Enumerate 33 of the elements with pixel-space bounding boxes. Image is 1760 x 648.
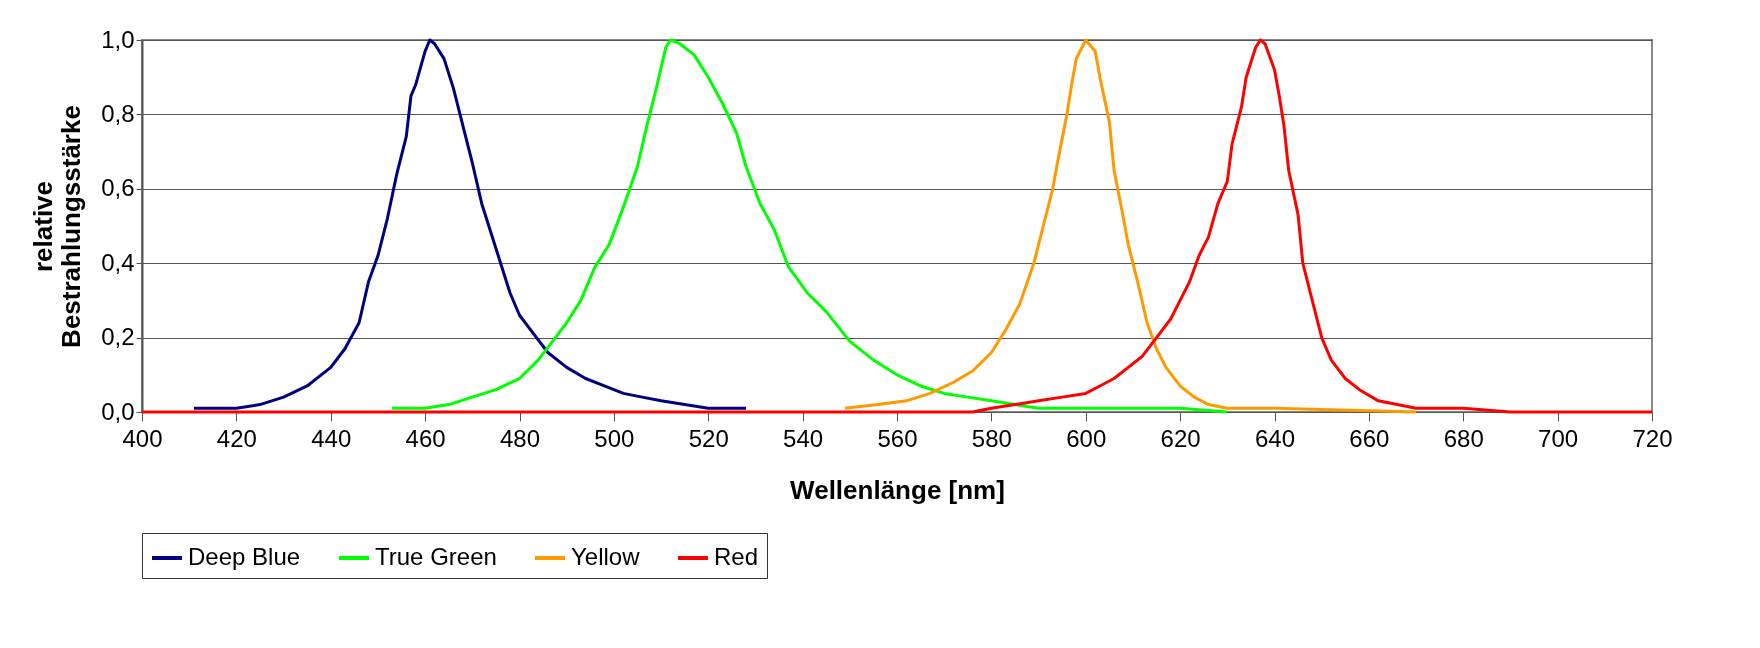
x-tick-label: 620 bbox=[1160, 424, 1201, 452]
x-tick-label: 600 bbox=[1066, 424, 1107, 452]
x-tick-label: 520 bbox=[688, 424, 729, 452]
x-tick-label: 500 bbox=[594, 424, 635, 452]
x-tick-label: 440 bbox=[311, 424, 352, 452]
line-series bbox=[390, 38, 1229, 414]
x-tick-label: 640 bbox=[1254, 424, 1296, 452]
x-tick-label: 400 bbox=[122, 424, 163, 452]
line-series bbox=[843, 38, 1418, 414]
line-series bbox=[192, 38, 748, 410]
line-series bbox=[140, 38, 1654, 414]
legend-label: Red bbox=[714, 543, 759, 570]
legend-label: True Green bbox=[375, 543, 497, 570]
x-tick-label: 560 bbox=[877, 424, 918, 452]
y-axis-title: relative Bestrahlungsstärke bbox=[28, 105, 87, 348]
x-tick-label: 700 bbox=[1538, 424, 1579, 452]
x-tick-label: 540 bbox=[783, 424, 824, 452]
y-tick-label: 0,4 bbox=[101, 248, 135, 276]
x-axis-title: Wellenlänge [nm] bbox=[790, 474, 1005, 505]
x-tick-label: 460 bbox=[405, 424, 446, 452]
x-tick-label: 480 bbox=[499, 424, 541, 452]
y-tick-label: 1,0 bbox=[101, 25, 135, 53]
x-tick-label: 580 bbox=[971, 424, 1012, 452]
x-tick-label: 420 bbox=[216, 424, 257, 452]
y-tick-label: 0,8 bbox=[101, 99, 135, 127]
x-tick-label: 720 bbox=[1632, 424, 1673, 452]
x-tick-label: 680 bbox=[1443, 424, 1484, 452]
y-tick-label: 0,0 bbox=[101, 397, 135, 425]
y-tick-label: 0,6 bbox=[101, 174, 135, 202]
x-tick-label: 660 bbox=[1349, 424, 1390, 452]
y-tick-label: 0,2 bbox=[101, 323, 135, 351]
legend-label: Yellow bbox=[571, 543, 641, 570]
legend-label: Deep Blue bbox=[188, 543, 301, 570]
